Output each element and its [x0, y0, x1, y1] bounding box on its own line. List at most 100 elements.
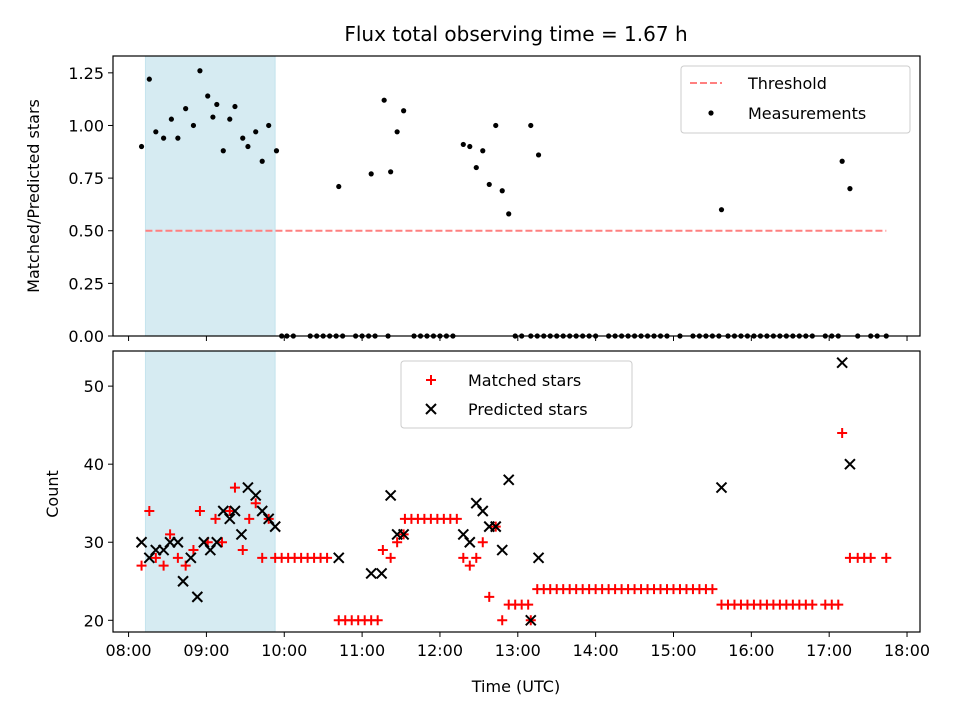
matched-star-point — [229, 482, 240, 493]
measurement-point — [368, 171, 374, 177]
measurement-point — [253, 129, 259, 135]
measurement-point — [388, 169, 394, 175]
measurement-point — [486, 181, 492, 188]
matched-star-point — [244, 513, 255, 524]
measurement-point — [183, 106, 189, 112]
measurement-point — [493, 122, 499, 129]
measurement-point — [506, 211, 512, 217]
measurement-point — [401, 108, 407, 114]
measurement-point — [245, 143, 251, 150]
x-axis-label: Time (UTC) — [471, 677, 560, 696]
matched-star-point — [484, 591, 495, 602]
matched-star-point — [385, 552, 396, 563]
matched-star-point — [464, 560, 475, 571]
measurement-point — [839, 158, 845, 164]
top-chart-title: Flux total observing time = 1.67 h — [344, 22, 687, 46]
matched-star-point — [523, 599, 534, 610]
measurement-point — [146, 76, 152, 82]
measurement-point — [460, 141, 466, 148]
predicted-star-point — [191, 591, 204, 603]
legend-matched-label: Matched stars — [468, 371, 581, 390]
measurement-point — [175, 135, 181, 141]
measurement-point — [153, 129, 159, 135]
measurement-point — [528, 122, 534, 129]
matched-star-point — [497, 615, 508, 626]
matched-star-point — [837, 427, 848, 438]
predicted-star-point — [715, 481, 728, 494]
predicted-star-point — [224, 513, 236, 525]
x-tick-label: 13:00 — [495, 641, 541, 660]
measurement-point — [473, 164, 479, 171]
measurement-point — [160, 135, 167, 141]
matched-star-point — [322, 552, 333, 563]
predicted-star-point — [836, 357, 848, 369]
measurement-point — [535, 152, 542, 158]
measurement-point — [847, 186, 853, 192]
predicted-star-point — [397, 528, 410, 541]
measurement-point — [718, 207, 725, 213]
measurement-point — [499, 188, 505, 194]
matched-star-point — [458, 552, 469, 563]
bottom-y-axis-label: Count — [43, 470, 62, 518]
top-y-tick-label: 0.50 — [68, 222, 104, 241]
matched-star-point — [188, 545, 199, 556]
legend-measurements-label: Measurements — [748, 104, 866, 123]
predicted-star-point — [333, 552, 345, 564]
top-panel: 0.00 0.25 0.50 0.75 1.00 1.25 Threshold Measure… — [68, 55, 921, 346]
x-tick-label: 10:00 — [261, 641, 307, 660]
top-plot-frame — [112, 55, 921, 337]
matched-star-point — [144, 506, 155, 517]
predicted-star-point — [532, 552, 545, 564]
predicted-star-point — [503, 474, 515, 486]
measurement-point — [227, 116, 233, 122]
predicted-star-point — [464, 536, 476, 548]
measurement-point — [266, 122, 272, 129]
bottom-y-tick-label: 20 — [84, 611, 104, 630]
legend-matched-swatch — [426, 375, 436, 385]
measurement-point — [273, 148, 280, 154]
matched-star-point — [150, 552, 161, 563]
predicted-star-point — [365, 567, 377, 580]
measurement-point — [168, 116, 174, 122]
matched-star-point — [194, 506, 205, 517]
legend-threshold-label: Threshold — [747, 74, 827, 93]
top-shaded-region — [144, 55, 276, 337]
measurement-point — [220, 148, 226, 154]
measurement-point — [210, 114, 216, 120]
matched-star-point — [451, 513, 462, 524]
matched-star-point — [165, 529, 176, 540]
x-tick-label: 18:00 — [884, 641, 930, 660]
bottom-legend: Matched stars Predicted stars — [400, 360, 633, 429]
measurement-point — [259, 158, 265, 164]
top-legend: Threshold Measurements — [680, 65, 911, 134]
predicted-star-point — [250, 489, 262, 502]
legend-box — [400, 360, 633, 429]
x-tick-label: 16:00 — [728, 641, 774, 660]
matched-star-point — [210, 513, 221, 524]
x-tick-label: 09:00 — [183, 641, 229, 660]
predicted-star-point — [235, 528, 248, 541]
measurement-point — [232, 103, 238, 110]
predicted-star-point — [185, 552, 197, 564]
top-y-tick-label: 1.25 — [68, 64, 104, 83]
measurement-point — [197, 68, 203, 74]
matched-star-point — [372, 615, 383, 626]
top-y-tick-label: 1.00 — [68, 116, 104, 135]
matched-star-point — [136, 560, 147, 571]
x-tick-label: 17:00 — [806, 641, 852, 660]
matched-star-point — [216, 537, 227, 548]
measurement-point — [138, 143, 145, 150]
matched-star-point — [807, 599, 818, 610]
predicted-star-point — [375, 567, 388, 580]
matched-star-point — [158, 560, 169, 571]
measurement-point — [394, 129, 400, 135]
matched-star-point — [471, 552, 482, 563]
matched-star-point — [881, 552, 892, 563]
legend-predicted-swatch — [425, 403, 437, 415]
predicted-star-point — [844, 458, 856, 470]
bottom-y-tick-label: 30 — [84, 533, 104, 552]
matched-star-point — [377, 545, 388, 556]
matched-star-point — [172, 552, 183, 563]
x-tick-label: 11:00 — [339, 641, 385, 660]
measurement-point — [480, 148, 486, 154]
